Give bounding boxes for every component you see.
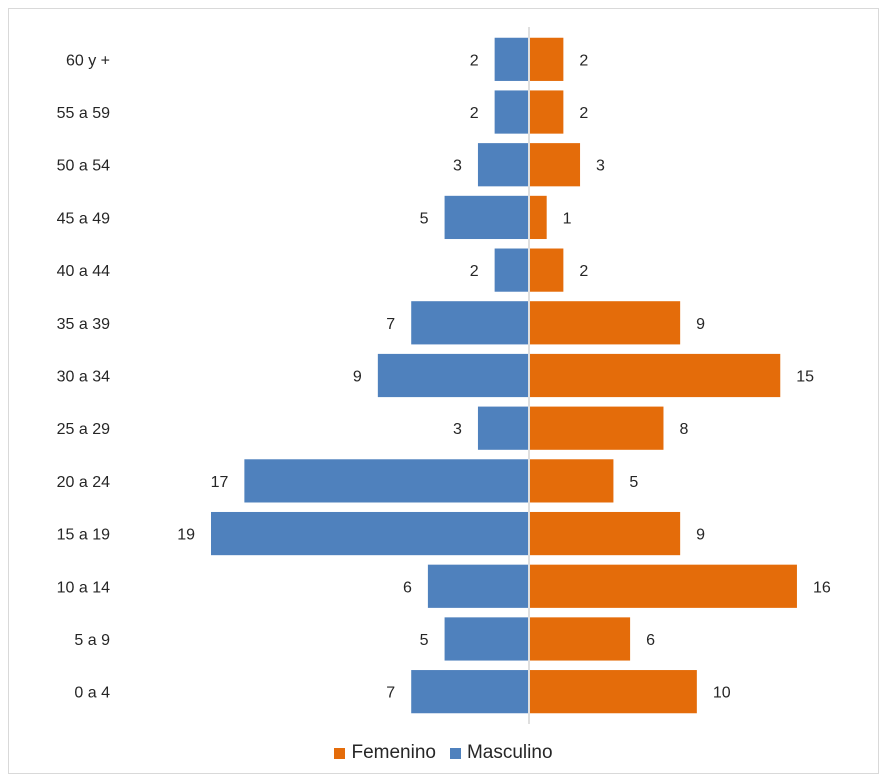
bar-masculino bbox=[411, 670, 528, 714]
category-label: 40 a 44 bbox=[57, 263, 110, 280]
category-label: 50 a 54 bbox=[57, 158, 110, 175]
data-label-masculino: 3 bbox=[453, 158, 462, 175]
bar-masculino bbox=[494, 37, 528, 81]
bar-femenino bbox=[530, 248, 564, 292]
category-label: 35 a 39 bbox=[57, 316, 110, 333]
category-label: 30 a 34 bbox=[57, 369, 110, 386]
bar-femenino bbox=[530, 37, 564, 81]
bar-femenino bbox=[530, 459, 614, 503]
category-label: 20 a 24 bbox=[57, 474, 110, 491]
bar-masculino bbox=[477, 406, 528, 450]
bar-femenino bbox=[530, 353, 781, 398]
bar-masculino bbox=[477, 143, 528, 187]
data-label-femenino: 3 bbox=[596, 158, 605, 175]
bar-masculino bbox=[211, 511, 528, 556]
legend-label: Masculino bbox=[466, 742, 553, 763]
bar-femenino bbox=[530, 564, 797, 608]
category-label: 10 a 14 bbox=[57, 579, 110, 596]
legend-item-femenino: Femenino bbox=[334, 742, 436, 764]
bar-masculino bbox=[494, 248, 528, 292]
data-label-femenino: 9 bbox=[696, 316, 705, 333]
bar-masculino bbox=[411, 301, 528, 345]
bar-masculino bbox=[427, 564, 528, 608]
data-label-masculino: 19 bbox=[177, 527, 195, 544]
bar-femenino bbox=[530, 406, 664, 450]
category-label: 5 a 9 bbox=[74, 632, 110, 649]
data-label-femenino: 9 bbox=[696, 527, 705, 544]
data-label-masculino: 7 bbox=[386, 685, 395, 702]
data-label-masculino: 6 bbox=[403, 579, 412, 596]
data-label-femenino: 8 bbox=[679, 421, 688, 438]
bar-masculino bbox=[494, 90, 528, 134]
data-label-masculino: 7 bbox=[386, 316, 395, 333]
bar-femenino bbox=[530, 617, 631, 661]
category-label: 25 a 29 bbox=[57, 421, 110, 438]
bar-femenino bbox=[530, 670, 697, 714]
chart-legend: Femenino Masculino bbox=[0, 742, 887, 764]
bar-femenino bbox=[530, 90, 564, 134]
legend-item-masculino: Masculino bbox=[449, 742, 553, 764]
bar-femenino bbox=[530, 143, 581, 187]
data-label-femenino: 2 bbox=[579, 263, 588, 280]
data-label-femenino: 15 bbox=[796, 369, 814, 386]
category-label: 55 a 59 bbox=[57, 105, 110, 122]
category-label: 15 a 19 bbox=[57, 527, 110, 544]
bar-femenino bbox=[530, 301, 681, 345]
bar-masculino bbox=[244, 459, 529, 503]
category-label: 0 a 4 bbox=[74, 685, 110, 702]
bar-masculino bbox=[444, 195, 528, 240]
bar-femenino bbox=[530, 511, 681, 556]
data-label-masculino: 17 bbox=[211, 474, 229, 491]
bar-masculino bbox=[444, 617, 528, 661]
data-label-masculino: 5 bbox=[420, 632, 429, 649]
bar-masculino bbox=[377, 353, 528, 398]
data-label-masculino: 3 bbox=[453, 421, 462, 438]
data-label-femenino: 10 bbox=[713, 685, 731, 702]
bar-femenino bbox=[530, 195, 547, 240]
data-label-masculino: 2 bbox=[470, 52, 479, 69]
data-label-femenino: 5 bbox=[629, 474, 638, 491]
data-label-masculino: 5 bbox=[420, 210, 429, 227]
data-label-femenino: 2 bbox=[579, 52, 588, 69]
data-label-femenino: 16 bbox=[813, 579, 831, 596]
category-label: 45 a 49 bbox=[57, 210, 110, 227]
legend-swatch bbox=[334, 747, 346, 759]
data-label-femenino: 2 bbox=[579, 105, 588, 122]
data-label-masculino: 9 bbox=[353, 369, 362, 386]
data-label-masculino: 2 bbox=[470, 263, 479, 280]
legend-label: Femenino bbox=[351, 742, 436, 763]
data-label-femenino: 6 bbox=[646, 632, 655, 649]
data-label-masculino: 2 bbox=[470, 105, 479, 122]
data-label-femenino: 1 bbox=[563, 210, 572, 227]
legend-swatch bbox=[449, 747, 461, 759]
category-label: 60 y + bbox=[66, 52, 110, 69]
